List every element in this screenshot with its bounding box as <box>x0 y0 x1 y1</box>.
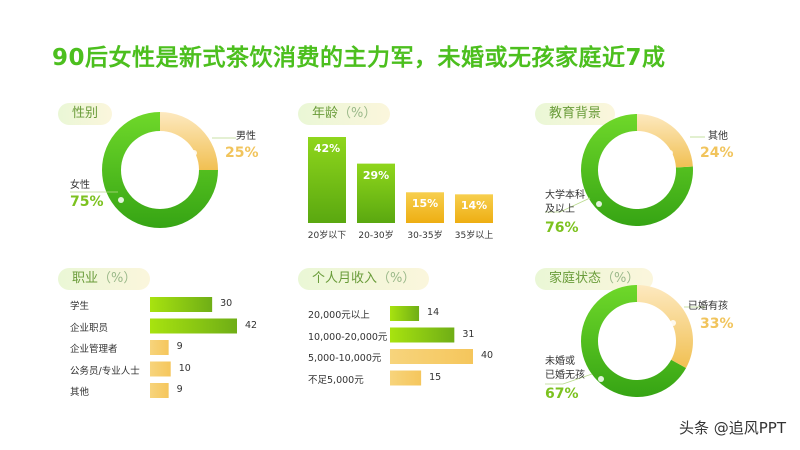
income-value-2: 40 <box>481 350 494 361</box>
education-marker-college <box>596 201 602 207</box>
income-category-2: 5,000-10,000元 <box>308 353 382 364</box>
income-category-0: 20,000元以上 <box>308 310 370 321</box>
occupation-bar-1 <box>150 318 237 334</box>
education-marker-other <box>667 150 673 156</box>
family-label-unmarried-2: 已婚无孩 <box>545 370 585 381</box>
occupation-category-1: 企业职员 <box>70 322 109 334</box>
age-bar-3 <box>455 194 493 223</box>
income-value-3: 15 <box>429 371 442 383</box>
education-slice-other <box>637 114 693 168</box>
gender-label-male: 男性 <box>236 131 256 142</box>
occupation-category-3: 公务员/专业人士 <box>70 365 140 377</box>
occupation-category-4: 其他 <box>70 387 90 398</box>
gender-marker-male <box>191 150 197 156</box>
age-bar-0 <box>308 137 346 223</box>
income-category-1: 10,000-20,000元 <box>308 331 388 343</box>
education-label-college-2: 及以上 <box>545 204 575 215</box>
education-pct-college: 76% <box>545 220 579 236</box>
occupation-bars <box>150 297 237 398</box>
education-slice-college <box>581 114 693 226</box>
occupation-value-0: 30 <box>220 298 233 309</box>
income-bar-0 <box>390 306 420 321</box>
income-value-1: 31 <box>462 328 475 340</box>
gender-slice-male <box>160 112 218 170</box>
occupation-bar-4 <box>150 383 169 398</box>
education-label-other: 其他 <box>708 131 728 142</box>
family-marker-married <box>670 320 676 326</box>
occupation-value-4: 9 <box>176 384 183 395</box>
education-leader-college <box>545 197 591 213</box>
family-slice-unmarried <box>581 285 687 397</box>
age-bar-2 <box>406 192 444 223</box>
page-title: 90后女性是新式茶饮消费的主力军，未婚或无孩家庭近7成 <box>52 45 666 71</box>
family-slice-married-kids <box>637 285 694 368</box>
age-section-title: 年龄（%） <box>298 103 391 125</box>
occupation-value-2: 9 <box>176 341 183 352</box>
occupation-section-title: 职业（%） <box>58 268 151 290</box>
occupation-value-3: 10 <box>178 362 191 374</box>
age-bar-value-0: 42% <box>313 142 341 155</box>
age-bar-value-3: 14% <box>460 199 488 213</box>
family-section-title: 家庭状态（%） <box>535 268 654 290</box>
age-bar-category-3: 35岁以上 <box>454 231 494 241</box>
family-pct-unmarried: 67% <box>545 386 579 402</box>
family-label-married: 已婚有孩 <box>688 301 728 312</box>
education-pct-other: 24% <box>700 145 734 161</box>
education-donut <box>545 114 705 226</box>
family-label-unmarried-1: 未婚或 <box>545 356 575 367</box>
gender-pct-female: 75% <box>70 194 104 210</box>
family-donut <box>545 285 705 397</box>
gender-section-title: 性别 <box>58 103 113 125</box>
age-bar-value-2: 15% <box>411 197 439 211</box>
age-bar-value-1: 29% <box>362 168 390 182</box>
age-bar-category-2: 30-35岁 <box>407 231 443 241</box>
gender-slice-female <box>102 112 218 228</box>
income-bar-3 <box>390 370 422 386</box>
education-label-college-1: 大学本科 <box>545 190 585 201</box>
family-pct-married: 33% <box>700 316 734 332</box>
occupation-value-1: 42 <box>245 319 258 331</box>
income-bars <box>390 306 473 386</box>
age-bar-1 <box>357 163 395 223</box>
family-leader-unmarried <box>545 373 593 385</box>
income-bar-1 <box>390 327 455 343</box>
gender-pct-male: 25% <box>225 145 259 161</box>
income-bar-2 <box>390 349 473 364</box>
occupation-bar-3 <box>150 361 171 377</box>
occupation-category-0: 学生 <box>70 301 90 312</box>
gender-donut <box>70 112 236 228</box>
income-category-3: 不足5,000元 <box>308 374 364 386</box>
income-section-title: 个人月收入（%） <box>298 268 430 290</box>
family-marker-unmarried <box>598 376 604 382</box>
age-bar-category-1: 20-30岁 <box>358 231 394 241</box>
occupation-category-2: 企业管理者 <box>70 344 118 355</box>
gender-label-female: 女性 <box>70 180 90 191</box>
education-section-title: 教育背景 <box>535 103 616 125</box>
gender-marker-female <box>118 197 124 203</box>
occupation-bar-0 <box>150 297 213 312</box>
watermark: 头条 @追风PPT <box>678 419 786 437</box>
occupation-bar-2 <box>150 340 169 355</box>
income-value-0: 14 <box>427 307 440 318</box>
age-bar-category-0: 20岁以下 <box>307 231 347 241</box>
age-bars <box>308 137 493 223</box>
